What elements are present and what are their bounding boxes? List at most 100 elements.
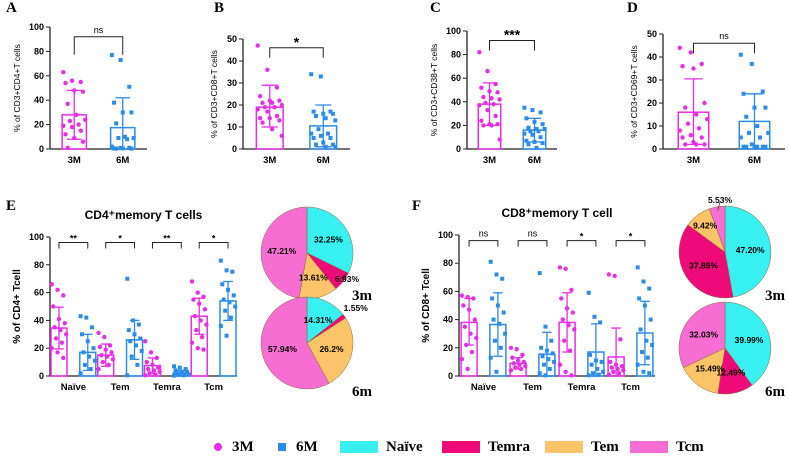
data-point [530,108,535,113]
data-point [524,116,529,121]
y-tick-label: 60 [443,286,453,296]
data-point [321,111,326,116]
data-point [185,369,190,374]
data-point [538,135,543,140]
data-point [172,373,177,378]
data-point [318,74,323,79]
data-point [78,371,83,376]
data-point [224,268,229,273]
data-point [497,97,502,102]
data-point [133,343,138,348]
pie-slice-Temra [678,224,734,299]
data-point [223,308,228,313]
data-point [483,100,488,106]
data-point [491,317,496,322]
pie-slice-label: 5.53% [708,195,733,205]
data-point [532,139,537,144]
y-tick-label: 100 [446,26,461,36]
data-point [459,293,465,298]
data-point [153,372,158,377]
data-point [612,273,617,279]
data-point [760,144,765,149]
x-tick-label: Naïve [471,382,496,393]
data-point [82,362,87,367]
data-point [90,325,95,330]
data-point [103,347,108,352]
data-point [572,327,577,332]
data-point [560,317,565,322]
data-point [539,345,544,350]
data-point [599,359,604,364]
pie-slice-label: 37.85% [689,260,718,270]
data-point [530,132,535,137]
data-point [466,307,472,312]
data-point [63,80,68,86]
data-point [495,122,500,127]
data-point [494,272,499,277]
data-point [257,94,263,99]
legend-label: Tcm [676,439,704,455]
data-point [635,362,640,367]
significance-label: * [212,234,216,244]
data-point [173,368,178,373]
data-point [228,315,233,320]
data-point [465,366,470,372]
panel-E: E CD4⁺memory T cells 0 20 40 60 80 100 % of CD4+… [6,198,238,393]
data-point [644,338,649,343]
data-point [218,258,223,263]
data-point [699,135,704,140]
data-point [688,133,693,138]
data-point [186,372,191,377]
data-point [738,52,743,57]
y-tick-label: 20 [227,100,237,110]
data-point [641,279,646,284]
data-point [316,127,321,132]
significance-label: ns [528,229,538,239]
data-point [557,265,563,270]
x-tick-label: 6M [748,155,761,166]
data-point [277,98,282,103]
data-point [546,357,551,362]
panel-label: A [6,0,17,16]
pie-slice-Naïve [724,205,772,298]
data-point [489,96,494,101]
data-point [526,142,531,147]
data-point [183,367,188,372]
data-point [99,352,104,358]
pie-leader-line [717,201,721,211]
y-axis-label: % of CD3+CD38+T cells [429,44,439,136]
data-point [120,146,125,151]
data-point [500,276,505,281]
y-tick-label: 100 [29,22,44,32]
data-point [132,332,137,337]
data-point [468,331,473,336]
data-point [749,142,754,147]
data-point [128,339,133,344]
data-point [58,327,63,333]
data-point [120,110,125,115]
pie-group-label: 3m [765,288,786,304]
data-point [49,282,54,287]
pie-slice-label: 12.49% [717,368,746,378]
y-tick-label: 60 [34,71,44,81]
data-point [226,287,231,292]
data-point [269,100,275,106]
significance-label: * [118,234,122,244]
data-point [481,123,486,128]
data-point [265,109,270,114]
data-point [608,359,613,365]
data-point [537,271,542,276]
panel-label: F [412,198,421,214]
data-point [150,362,155,368]
y-tick-label: 60 [34,288,44,298]
data-point [129,110,134,115]
data-point [112,146,117,151]
data-point [189,340,195,345]
significance-label: * [294,34,300,50]
data-point [705,116,710,122]
data-point [465,294,470,300]
y-tick-label: 80 [443,258,453,268]
data-point [279,102,284,108]
data-point [501,310,506,315]
y-tick-label: 60 [451,73,461,83]
